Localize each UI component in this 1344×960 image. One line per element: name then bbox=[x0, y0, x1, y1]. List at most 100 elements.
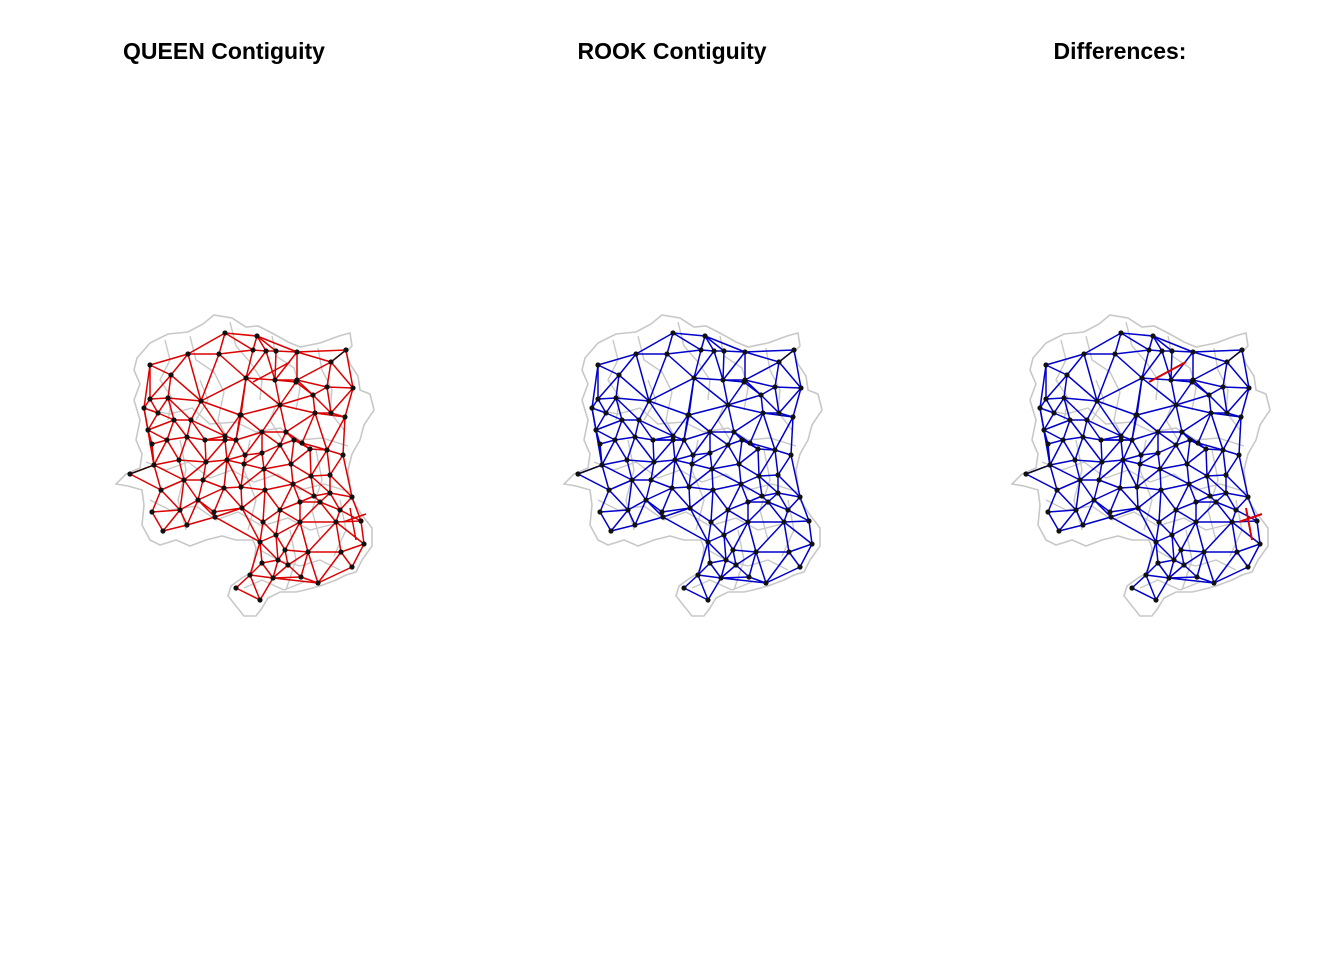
neighbour-link bbox=[635, 353, 650, 402]
centroid-point bbox=[242, 452, 248, 458]
neighbour-link bbox=[186, 419, 192, 438]
centroid-point bbox=[797, 564, 803, 570]
centroid-point bbox=[283, 429, 289, 435]
neighbour-link bbox=[279, 509, 301, 523]
neighbour-link bbox=[279, 444, 292, 465]
neighbour-link bbox=[704, 335, 715, 352]
centroid-point bbox=[599, 462, 605, 468]
neighbour-link bbox=[240, 486, 243, 509]
neighbour-link bbox=[263, 444, 281, 470]
centroid-point bbox=[718, 575, 724, 581]
neighbour-link bbox=[170, 374, 202, 402]
neighbour-link bbox=[183, 479, 199, 501]
neighbour-link bbox=[608, 479, 633, 491]
centroid-point bbox=[1257, 541, 1263, 547]
neighbour-link bbox=[179, 499, 199, 511]
neighbour-link bbox=[740, 483, 763, 497]
neighbour-link bbox=[272, 577, 319, 584]
neighbour-link bbox=[1119, 487, 1139, 509]
neighbour-link bbox=[326, 449, 344, 456]
neighbour-link bbox=[259, 541, 279, 561]
neighbour-link bbox=[1231, 520, 1258, 523]
centroid-point bbox=[275, 557, 281, 563]
centroid-point bbox=[238, 484, 244, 490]
neighbour-link bbox=[275, 534, 286, 551]
centroid-point bbox=[791, 347, 797, 353]
neighbour-link bbox=[1157, 562, 1170, 579]
neighbour-link bbox=[778, 349, 795, 363]
neighbour-link bbox=[241, 489, 266, 509]
neighbour-link bbox=[261, 444, 281, 454]
neighbour-link bbox=[760, 386, 776, 396]
neighbour-link bbox=[672, 414, 689, 437]
centroid-point bbox=[1208, 410, 1214, 416]
centroid-point bbox=[670, 433, 676, 439]
neighbour-link bbox=[1180, 549, 1205, 553]
neighbour-link bbox=[143, 364, 151, 409]
outer-boundary bbox=[1010, 314, 1271, 617]
neighbour-link bbox=[738, 463, 760, 477]
neighbour-link bbox=[1086, 419, 1102, 441]
neighbour-link bbox=[290, 463, 294, 485]
neighbour-link bbox=[335, 520, 362, 523]
neighbour-link bbox=[263, 463, 292, 470]
centroid-point bbox=[785, 507, 791, 513]
neighbour-link bbox=[722, 379, 729, 406]
neighbour-link bbox=[1231, 521, 1261, 545]
neighbour-link bbox=[634, 516, 664, 526]
neighbour-link bbox=[214, 507, 243, 518]
centroid-point bbox=[294, 349, 300, 355]
neighbour-link bbox=[601, 464, 633, 481]
neighbour-link bbox=[1240, 387, 1250, 418]
neighbour-link bbox=[693, 377, 724, 381]
neighbour-link bbox=[758, 449, 776, 477]
neighbour-link bbox=[1120, 332, 1150, 351]
centroid-point bbox=[350, 385, 356, 391]
neighbour-link bbox=[1171, 521, 1197, 536]
neighbour-link bbox=[601, 459, 628, 466]
centroid-point bbox=[317, 499, 323, 505]
centroid-point bbox=[1229, 519, 1235, 525]
centroid-point bbox=[772, 447, 778, 453]
centroid-point bbox=[1129, 437, 1135, 443]
neighbour-link bbox=[1096, 400, 1122, 437]
neighbour-link bbox=[1025, 464, 1051, 475]
neighbour-link bbox=[1120, 439, 1124, 461]
centroid-point bbox=[337, 507, 343, 513]
neighbour-link bbox=[793, 349, 802, 389]
neighbour-link bbox=[615, 374, 620, 399]
neighbour-link bbox=[683, 439, 694, 456]
neighbour-link bbox=[183, 461, 207, 481]
centroid-point bbox=[1153, 597, 1159, 603]
neighbour-link bbox=[777, 492, 801, 498]
neighbour-link bbox=[614, 419, 623, 441]
neighbour-link bbox=[151, 511, 164, 532]
neighbour-link bbox=[755, 551, 767, 584]
neighbour-link bbox=[166, 436, 188, 441]
centroid-point bbox=[633, 351, 639, 357]
neighbour-link bbox=[290, 463, 312, 477]
neighbour-link bbox=[160, 489, 181, 511]
centroid-point bbox=[241, 461, 247, 467]
centroid-point bbox=[221, 485, 227, 491]
centroid-point bbox=[759, 493, 765, 499]
neighbour-link bbox=[1247, 543, 1261, 568]
neighbour-link bbox=[213, 487, 225, 513]
neighbour-link bbox=[1192, 379, 1224, 388]
neighbour-link bbox=[223, 487, 243, 509]
neighbour-link bbox=[1213, 551, 1238, 584]
centroid-point bbox=[593, 427, 599, 433]
neighbour-link bbox=[1192, 349, 1243, 353]
neighbour-link bbox=[577, 473, 610, 491]
neighbour-link bbox=[149, 353, 189, 366]
neighbour-link bbox=[1235, 496, 1249, 511]
centroid-point bbox=[298, 574, 304, 580]
neighbour-link bbox=[595, 412, 607, 431]
neighbour-link bbox=[292, 475, 312, 485]
centroid-point bbox=[164, 437, 170, 443]
centroid-point bbox=[1211, 580, 1217, 586]
neighbour-link bbox=[615, 397, 650, 402]
outer-boundary bbox=[114, 314, 375, 617]
neighbour-link bbox=[249, 574, 261, 601]
neighbour-link bbox=[1056, 479, 1081, 491]
